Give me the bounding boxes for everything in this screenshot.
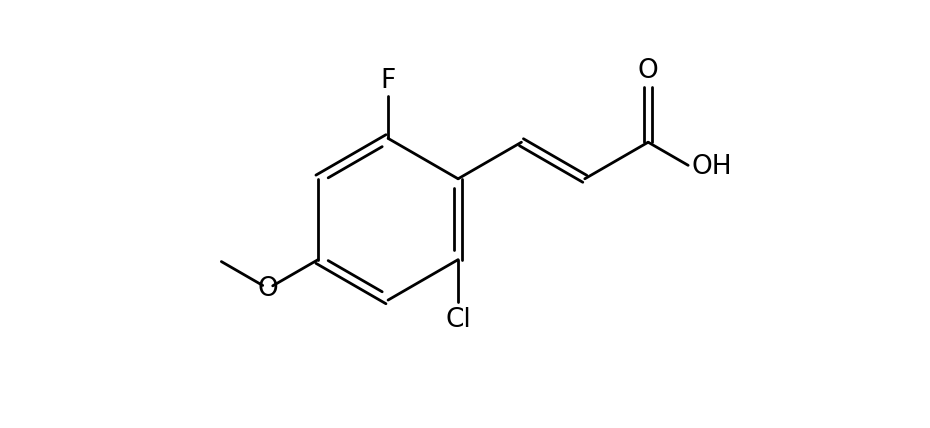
Text: O: O bbox=[638, 59, 658, 84]
Text: OH: OH bbox=[692, 154, 732, 180]
Text: Cl: Cl bbox=[445, 307, 471, 333]
Text: O: O bbox=[258, 276, 278, 301]
Text: F: F bbox=[380, 68, 395, 94]
